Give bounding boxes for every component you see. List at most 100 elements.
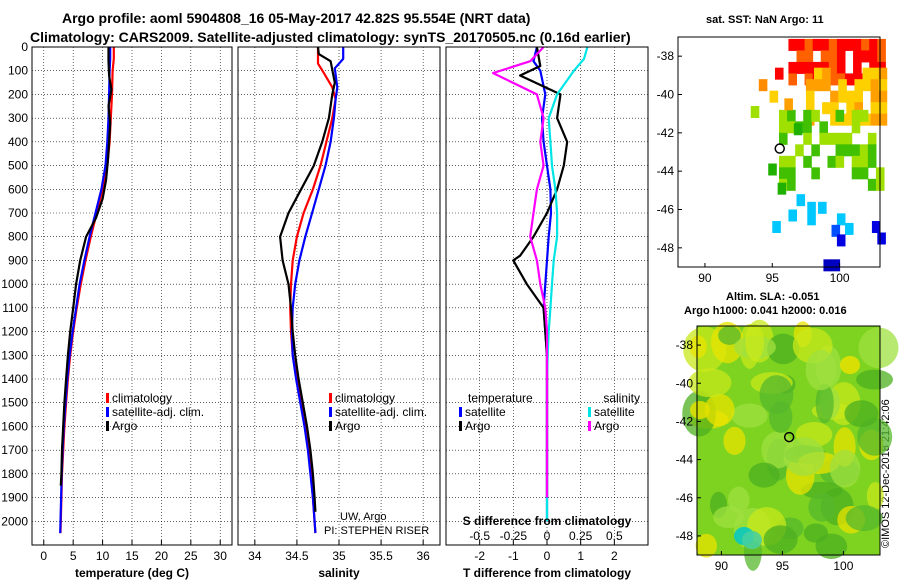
sst-cell xyxy=(844,222,854,235)
y-tick-label: 0 xyxy=(21,40,28,54)
sla-anomaly-blob xyxy=(844,400,879,428)
y-tick-label: 100 xyxy=(8,64,28,78)
y-tick-label: 1900 xyxy=(1,491,28,505)
argo-position-marker xyxy=(783,431,795,443)
x-tick-label: -1 xyxy=(508,549,519,563)
sst-cell xyxy=(805,79,815,92)
sst-cell xyxy=(805,90,815,103)
map-y-tick-label: -48 xyxy=(657,241,675,255)
sst-cell xyxy=(843,144,853,157)
sla-anomaly-blob xyxy=(858,327,899,369)
sst-cell xyxy=(796,194,806,207)
sst-cell xyxy=(779,167,788,180)
sst-cell xyxy=(869,50,878,63)
x-tick-label: 1 xyxy=(577,549,584,563)
y-tick-label: 900 xyxy=(8,253,28,267)
sst-cell xyxy=(787,178,796,191)
legend-satellite-swatch xyxy=(106,407,109,417)
x-tick-label: 36 xyxy=(416,549,430,563)
map-y-tick-label: -46 xyxy=(676,491,694,505)
y-tick-label: 1400 xyxy=(1,372,28,386)
sst-cell xyxy=(779,109,788,122)
map-y-tick-label: -48 xyxy=(676,529,694,543)
sst-cell xyxy=(823,259,833,272)
sst-cell xyxy=(853,50,862,63)
sst-cell xyxy=(828,73,838,86)
sst-cell xyxy=(854,90,863,103)
sla-anomaly-blob xyxy=(748,462,780,488)
sst-cell xyxy=(787,121,796,134)
map-x-tick-label: 90 xyxy=(715,559,729,573)
sla-anomaly-blob xyxy=(840,356,860,374)
map-y-tick-label: -44 xyxy=(676,453,694,467)
map-frame xyxy=(696,325,881,556)
y-tick-label: 600 xyxy=(8,182,28,196)
sla-anomaly-blob xyxy=(815,533,848,559)
y-tick-label: 1100 xyxy=(2,301,28,315)
sst-cell xyxy=(830,90,839,103)
salinity-panel: 34 34.5 35 35.5 36 salinity UW, Argo PI: STEPHE… xyxy=(237,46,441,580)
sst-cell xyxy=(835,132,845,145)
sst-cell xyxy=(862,79,872,92)
sst-cell xyxy=(878,67,888,80)
sst-cell xyxy=(803,132,812,145)
x-tick-label: 2 xyxy=(611,549,618,563)
sst-cell xyxy=(803,155,812,168)
sla-anomaly-blob xyxy=(689,335,707,359)
sst-cell xyxy=(796,50,806,63)
sst-cell xyxy=(867,132,877,145)
sla-anomaly-blob xyxy=(783,437,825,477)
sla-anomaly-blob xyxy=(690,401,710,419)
sst-cell xyxy=(851,121,861,134)
series-s-argo-line xyxy=(492,46,549,498)
legend-argo-swatch xyxy=(106,421,109,431)
sst-cell xyxy=(787,155,796,168)
sst-cell xyxy=(788,73,798,86)
y-tick-label: 200 xyxy=(8,87,28,101)
sst-cell xyxy=(820,50,830,63)
sst-cell xyxy=(836,50,846,63)
sst-cell xyxy=(867,178,877,191)
sst-cell xyxy=(758,79,768,92)
sst-cell xyxy=(831,224,841,237)
sst-cell xyxy=(838,90,847,103)
sst-map-title: sat. SST: NaN Argo: 11 xyxy=(706,14,824,26)
sst-cell xyxy=(859,144,869,157)
sst-cell xyxy=(869,38,878,51)
y-tick-label: 1300 xyxy=(1,348,28,362)
credit-line-1: UW, Argo xyxy=(340,511,386,523)
sst-cell xyxy=(844,73,854,86)
sst-cell xyxy=(859,167,869,180)
sst-cell xyxy=(822,79,831,92)
sst-cell xyxy=(777,182,787,195)
sst-cell xyxy=(851,144,861,157)
sst-cell xyxy=(835,109,845,122)
series-satellite-adj-clim--line xyxy=(290,47,345,534)
series-t-argo-line xyxy=(512,46,569,498)
sst-cell xyxy=(835,155,845,168)
sst-cell xyxy=(851,167,861,180)
sst-cell xyxy=(877,38,886,51)
sst-cell xyxy=(807,201,816,214)
sla-anomaly-blob xyxy=(728,486,750,514)
legend2-satellite-swatch xyxy=(329,407,332,417)
legend-salinity-title: salinity xyxy=(603,391,640,405)
sst-cell xyxy=(769,90,779,103)
sst-cell xyxy=(846,102,855,115)
argo-position-marker xyxy=(774,143,785,154)
legend-s-satellite-label: satellite xyxy=(594,405,635,419)
map-y-tick-label: -44 xyxy=(657,164,675,178)
legend-s-satellite-swatch xyxy=(588,407,591,417)
sla-anomaly-blob xyxy=(704,393,735,427)
sst-cell xyxy=(870,90,880,103)
secondary-tick-label: -0.5 xyxy=(469,529,490,543)
legend-climatology-label: climatology xyxy=(112,391,172,405)
sst-cell xyxy=(803,121,812,134)
sla-anomaly-blob xyxy=(857,417,893,456)
y-tick-label: 1600 xyxy=(1,419,28,433)
y-tick-label: 700 xyxy=(8,206,28,220)
sst-cell xyxy=(878,90,888,103)
map-y-tick-label: -40 xyxy=(657,88,675,102)
sla-anomaly-blob xyxy=(767,333,800,365)
sst-cell xyxy=(877,50,886,63)
